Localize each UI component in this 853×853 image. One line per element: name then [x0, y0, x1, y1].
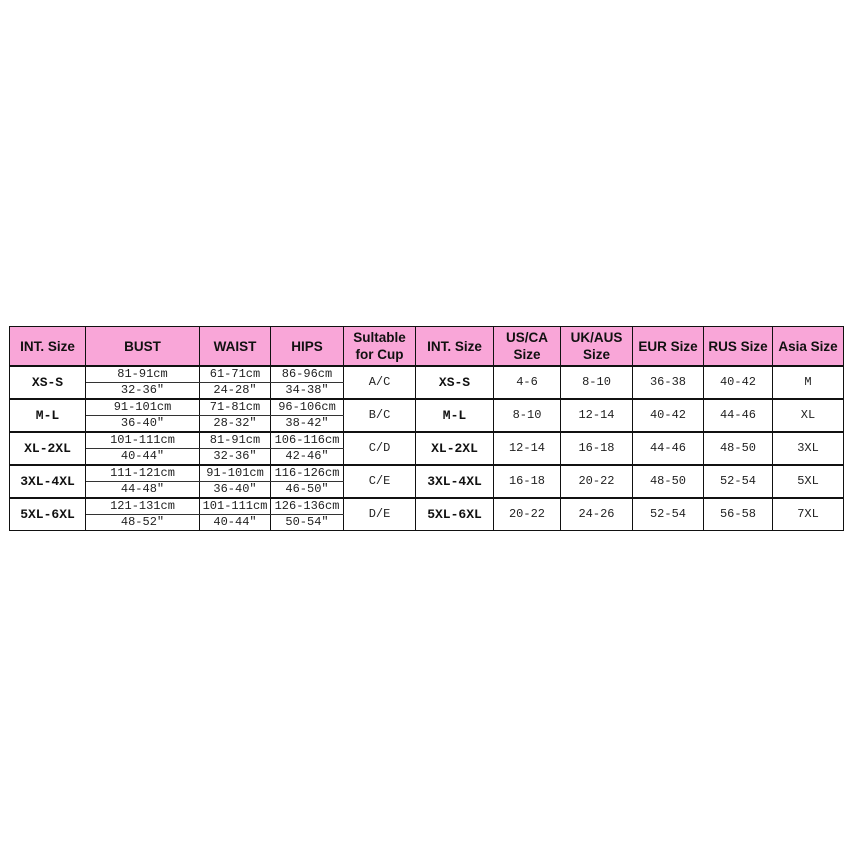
table-row: XS-S 81-91cm 61-71cm 86-96cm A/C XS-S 4-6 8-10 3…: [9, 365, 844, 400]
rus-size-cell: 44-46: [703, 398, 773, 433]
cup-cell: B/C: [343, 398, 416, 433]
int-size-cell: 5XL-6XL: [415, 497, 494, 531]
uk-size-cell: 24-26: [560, 497, 633, 531]
column-header: INT. Size: [415, 326, 494, 367]
hips-inch-cell: 38-42″: [270, 415, 344, 433]
uk-size-cell: 16-18: [560, 431, 633, 466]
rus-size-cell: 52-54: [703, 464, 773, 499]
us-size-cell: 16-18: [493, 464, 561, 499]
us-size-cell: 20-22: [493, 497, 561, 531]
us-size-cell: 12-14: [493, 431, 561, 466]
table-row: 3XL-4XL 111-121cm 91-101cm 116-126cm C/E 3XL-…: [9, 464, 844, 499]
column-header: WAIST: [199, 326, 271, 367]
bust-inch-cell: 32-36″: [85, 382, 200, 400]
column-header: HIPS: [270, 326, 344, 367]
int-size-cell: 3XL-4XL: [415, 464, 494, 499]
eur-size-cell: 44-46: [632, 431, 704, 466]
hips-inch-cell: 46-50″: [270, 481, 344, 499]
bust-inch-cell: 44-48″: [85, 481, 200, 499]
column-header: Sultable for Cup: [343, 326, 416, 367]
size-chart-table: INT. Size BUST WAIST HIPS Sultable for Cup IN…: [9, 326, 844, 531]
eur-size-cell: 40-42: [632, 398, 704, 433]
column-header: Asia Size: [772, 326, 844, 367]
hips-inch-cell: 34-38″: [270, 382, 344, 400]
waist-inch-cell: 36-40″: [199, 481, 271, 499]
asia-size-cell: 5XL: [772, 464, 844, 499]
column-header: INT. Size: [9, 326, 86, 367]
asia-size-cell: 7XL: [772, 497, 844, 531]
column-header: BUST: [85, 326, 200, 367]
bust-cm-cell: 121-131cm: [85, 497, 200, 515]
table-row-inches: 36-40″ 28-32″ 38-42″: [10, 415, 844, 433]
bust-cm-cell: 111-121cm: [85, 464, 200, 482]
int-size-cell: 3XL-4XL: [9, 464, 86, 499]
table-row: M-L 91-101cm 71-81cm 96-106cm B/C M-L 8-10 12-1…: [9, 398, 844, 433]
column-header: EUR Size: [632, 326, 704, 367]
int-size-cell: M-L: [415, 398, 494, 433]
table-row: XL-2XL 101-111cm 81-91cm 106-116cm C/D XL-2XL…: [9, 431, 844, 466]
eur-size-cell: 48-50: [632, 464, 704, 499]
table-row: 5XL-6XL 121-131cm 101-111cm 126-136cm D/E 5XL…: [9, 497, 844, 531]
int-size-cell: XL-2XL: [9, 431, 86, 466]
hips-cm-cell: 116-126cm: [270, 464, 344, 482]
bust-cm-cell: 101-111cm: [85, 431, 200, 449]
bust-cm-cell: 91-101cm: [85, 398, 200, 416]
asia-size-cell: M: [772, 365, 844, 400]
hips-cm-cell: 86-96cm: [270, 365, 344, 383]
cup-cell: A/C: [343, 365, 416, 400]
eur-size-cell: 36-38: [632, 365, 704, 400]
waist-cm-cell: 81-91cm: [199, 431, 271, 449]
bust-cm-cell: 81-91cm: [85, 365, 200, 383]
hips-cm-cell: 126-136cm: [270, 497, 344, 515]
cup-cell: C/E: [343, 464, 416, 499]
uk-size-cell: 20-22: [560, 464, 633, 499]
bust-inch-cell: 40-44″: [85, 448, 200, 466]
column-header: UK/AUS Size: [560, 326, 633, 367]
table-row-inches: 48-52″ 40-44″ 50-54″: [10, 514, 844, 531]
uk-size-cell: 12-14: [560, 398, 633, 433]
us-size-cell: 4-6: [493, 365, 561, 400]
column-header: RUS Size: [703, 326, 773, 367]
asia-size-cell: 3XL: [772, 431, 844, 466]
hips-inch-cell: 42-46″: [270, 448, 344, 466]
cup-cell: C/D: [343, 431, 416, 466]
waist-inch-cell: 40-44″: [199, 514, 271, 531]
waist-inch-cell: 32-36″: [199, 448, 271, 466]
waist-inch-cell: 28-32″: [199, 415, 271, 433]
us-size-cell: 8-10: [493, 398, 561, 433]
hips-cm-cell: 106-116cm: [270, 431, 344, 449]
int-size-cell: 5XL-6XL: [9, 497, 86, 531]
hips-cm-cell: 96-106cm: [270, 398, 344, 416]
int-size-cell: M-L: [9, 398, 86, 433]
bust-inch-cell: 36-40″: [85, 415, 200, 433]
int-size-cell: XS-S: [9, 365, 86, 400]
rus-size-cell: 56-58: [703, 497, 773, 531]
column-header: US/CA Size: [493, 326, 561, 367]
eur-size-cell: 52-54: [632, 497, 704, 531]
rus-size-cell: 40-42: [703, 365, 773, 400]
table-row-inches: 44-48″ 36-40″ 46-50″: [10, 481, 844, 499]
int-size-cell: XS-S: [415, 365, 494, 400]
uk-size-cell: 8-10: [560, 365, 633, 400]
waist-cm-cell: 101-111cm: [199, 497, 271, 515]
waist-inch-cell: 24-28″: [199, 382, 271, 400]
bust-inch-cell: 48-52″: [85, 514, 200, 531]
asia-size-cell: XL: [772, 398, 844, 433]
hips-inch-cell: 50-54″: [270, 514, 344, 531]
cup-cell: D/E: [343, 497, 416, 531]
waist-cm-cell: 61-71cm: [199, 365, 271, 383]
rus-size-cell: 48-50: [703, 431, 773, 466]
header-row: INT. Size BUST WAIST HIPS Sultable for Cup IN…: [9, 326, 844, 367]
waist-cm-cell: 71-81cm: [199, 398, 271, 416]
waist-cm-cell: 91-101cm: [199, 464, 271, 482]
int-size-cell: XL-2XL: [415, 431, 494, 466]
